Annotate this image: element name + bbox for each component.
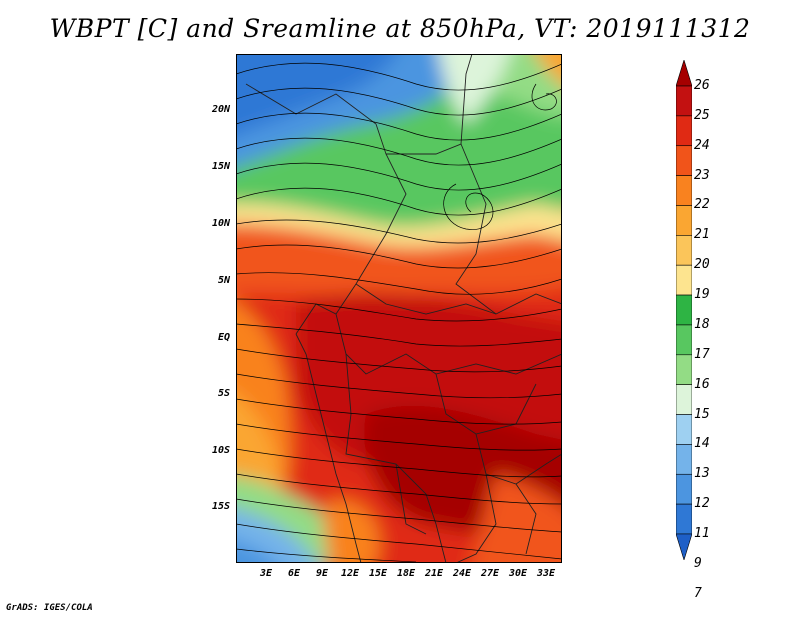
- map-frame: [236, 54, 562, 563]
- lon-label-6e: 6E: [287, 568, 301, 579]
- colorbar-label: 16: [694, 376, 710, 392]
- map-canvas: [236, 54, 562, 563]
- colorbar: [676, 60, 692, 560]
- colorbar-label: 23: [694, 167, 710, 183]
- colorbar-label: 9: [694, 555, 702, 571]
- colorbar-box: [676, 503, 692, 535]
- colorbar-box: [676, 324, 692, 356]
- lon-label-24e: 24E: [452, 568, 472, 579]
- lat-label-5n: 5N: [217, 275, 230, 286]
- colorbar-box: [676, 414, 692, 445]
- colorbar-label: 24: [694, 137, 710, 153]
- lon-label-30e: 30E: [508, 568, 528, 579]
- colorbar-label: 19: [694, 287, 710, 303]
- colorbar-box: [676, 85, 692, 117]
- wbpt-field: [236, 54, 562, 563]
- colorbar-box: [676, 205, 692, 236]
- colorbar-label: 26: [694, 78, 710, 93]
- colorbar-box: [676, 235, 692, 266]
- lat-label-10n: 10N: [211, 218, 230, 229]
- colorbar-label: 7: [694, 585, 702, 601]
- colorbar-label: 25: [694, 107, 710, 123]
- colorbar-label: 14: [694, 436, 710, 452]
- lat-label-eq: EQ: [217, 332, 230, 343]
- lon-label-15e: 15E: [368, 568, 388, 579]
- country-borders: [245, 54, 562, 563]
- colorbar-box: [676, 145, 692, 176]
- lon-label-33e: 33E: [536, 568, 556, 579]
- colorbar-top-triangle: [676, 60, 692, 87]
- colorbar-box: [676, 294, 692, 326]
- colorbar-label: 11: [694, 526, 710, 541]
- lon-label-18e: 18E: [396, 568, 416, 579]
- colorbar-box: [676, 384, 692, 415]
- lat-label-15n: 15N: [211, 161, 230, 172]
- map-title: WBPT [C] and Sreamline at 850hPa, VT: 20…: [49, 14, 751, 43]
- lat-label-20n: 20N: [211, 104, 230, 115]
- colorbar-label: 12: [694, 496, 710, 512]
- colorbar-label: 15: [694, 406, 710, 422]
- lon-label-9e: 9E: [315, 568, 329, 579]
- lon-label-12e: 12E: [340, 568, 360, 579]
- colorbar-box: [676, 264, 692, 296]
- map-panel: [236, 54, 562, 563]
- lat-label-10s: 10S: [211, 445, 230, 456]
- lon-label-27e: 27E: [480, 568, 500, 579]
- colorbar-label: 21: [694, 227, 710, 243]
- lon-label-21e: 21E: [424, 568, 444, 579]
- colorbar-box: [676, 115, 692, 147]
- colorbar-label: 17: [694, 346, 710, 362]
- colorbar-label: 22: [694, 197, 710, 213]
- footer-credit: GrADS: IGES/COLA: [6, 603, 93, 613]
- colorbar-label: 13: [694, 466, 710, 482]
- colorbar-label: 18: [694, 316, 710, 332]
- colorbar-label: 20: [694, 257, 710, 273]
- colorbar-bottom-triangle: [676, 533, 692, 560]
- colorbar-box: [676, 473, 692, 505]
- colorbar-box: [676, 444, 692, 475]
- streamlines: [236, 62, 562, 563]
- lat-label-5s: 5S: [217, 388, 230, 399]
- lat-label-15s: 15S: [211, 501, 230, 512]
- lon-label-3e: 3E: [259, 568, 273, 579]
- colorbar-box: [676, 354, 692, 385]
- colorbar-box: [676, 175, 692, 206]
